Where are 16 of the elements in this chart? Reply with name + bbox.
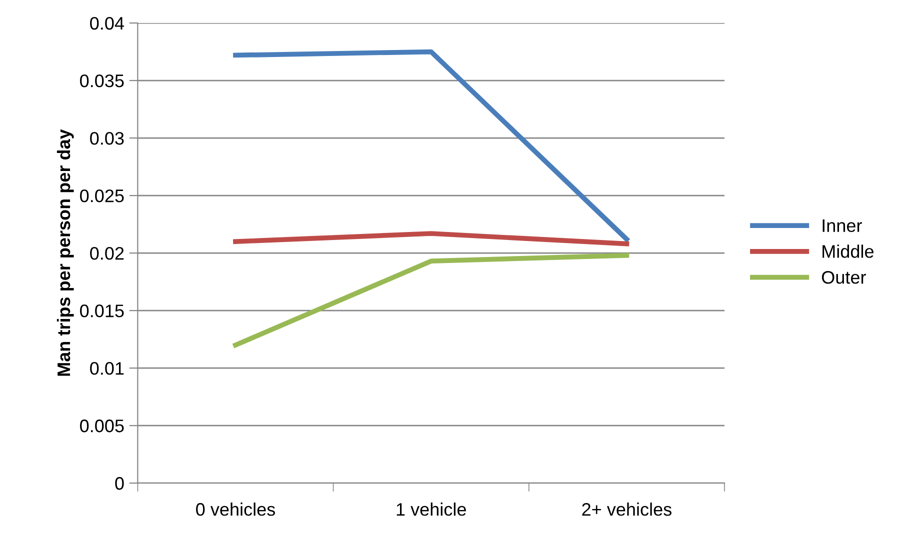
y-axis-title: Man trips per person per day <box>56 129 74 376</box>
y-tick-label: 0.005 <box>80 420 124 432</box>
y-tick-label: 0.025 <box>80 189 124 202</box>
y-tick-label: 0.03 <box>90 132 124 145</box>
y-tick-label: 0.04 <box>90 16 124 30</box>
legend-label: Inner <box>822 219 862 232</box>
x-tick-label: 1 vehicle <box>396 502 466 516</box>
legend-label: Outer <box>822 270 866 284</box>
y-tick-label: 0.02 <box>90 246 124 260</box>
y-tick-label: 0.035 <box>80 74 124 88</box>
y-tick-label: 0.015 <box>80 304 124 318</box>
y-tick-label: 0.01 <box>90 362 124 375</box>
y-tick-label: 0 <box>115 477 124 490</box>
x-tick-label: 2+ vehicles <box>582 502 672 516</box>
legend-label: Middle <box>822 244 874 258</box>
x-tick-label: 0 vehicles <box>196 502 275 516</box>
